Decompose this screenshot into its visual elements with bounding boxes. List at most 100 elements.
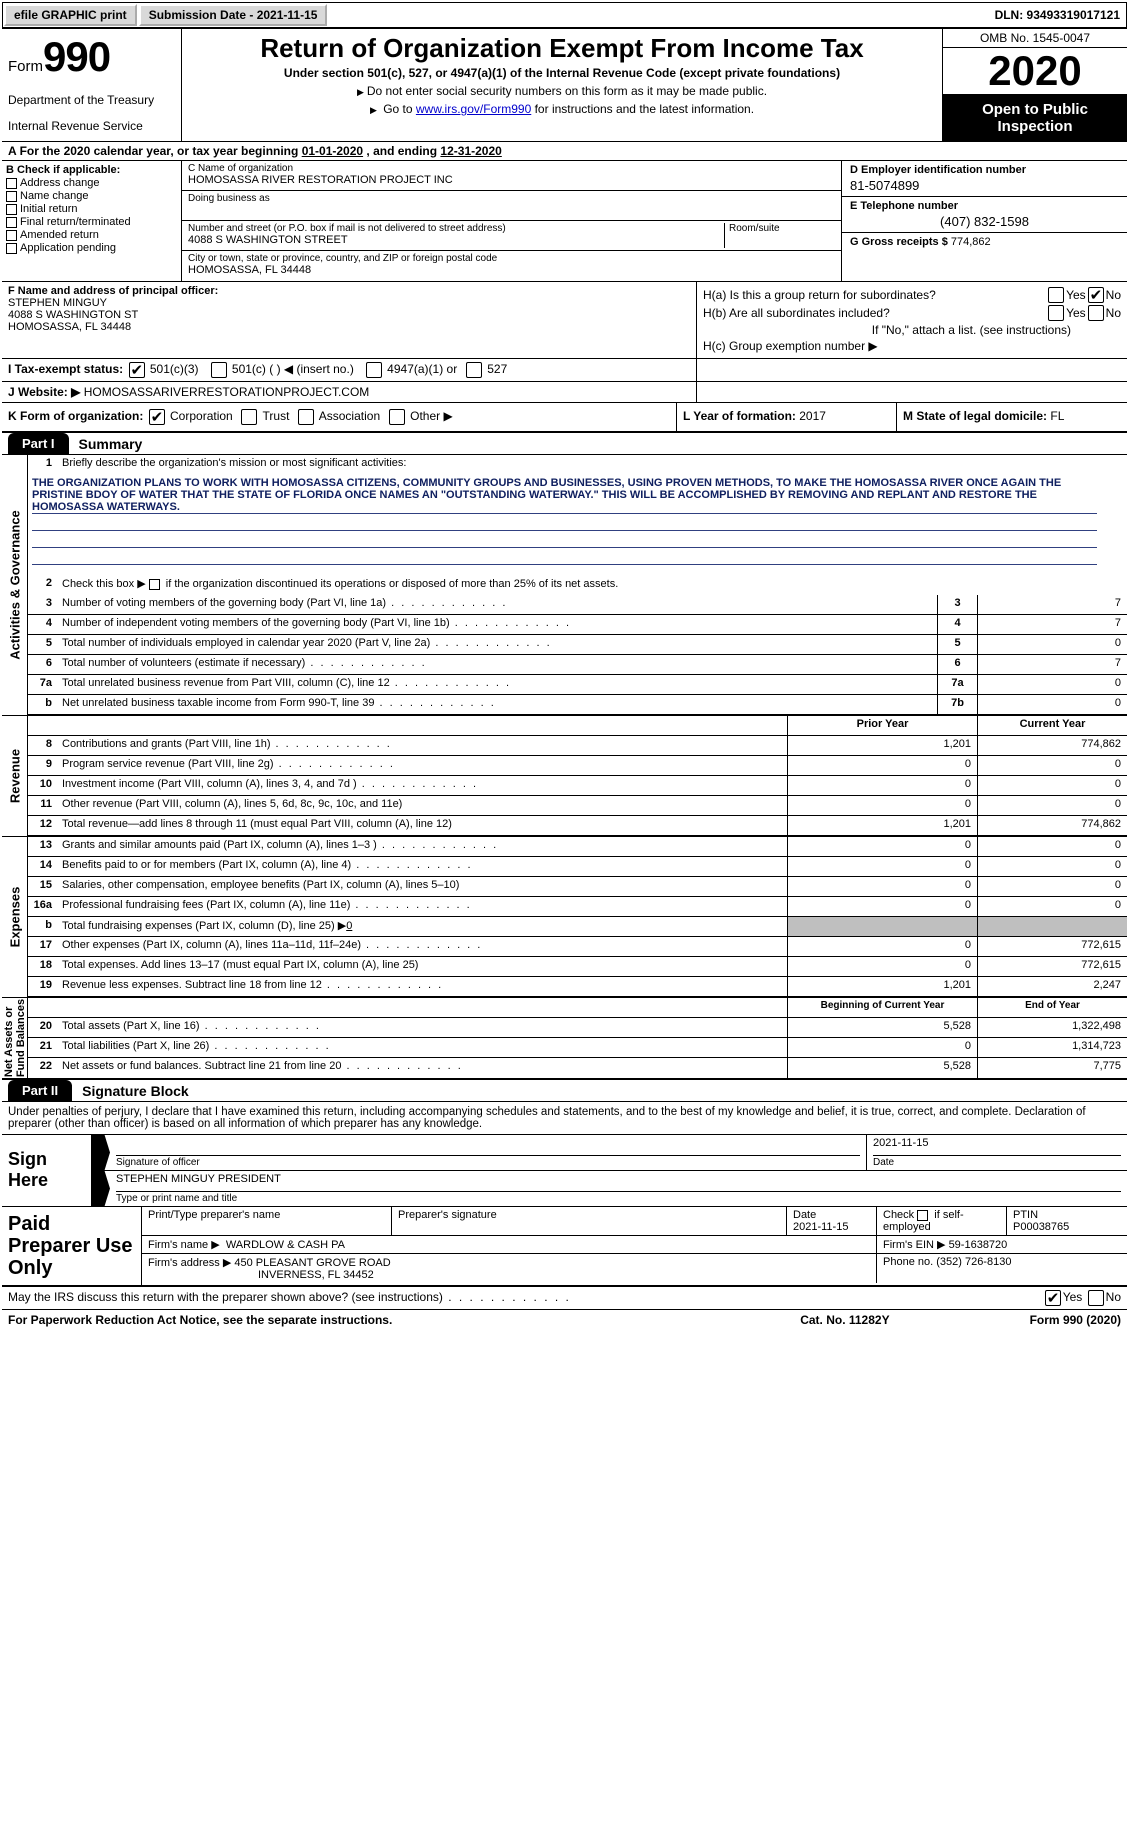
part-i-title: Summary — [69, 436, 143, 452]
line-15-prior: 0 — [787, 877, 977, 896]
chk-4947[interactable] — [366, 362, 382, 378]
discuss-yes[interactable] — [1045, 1290, 1061, 1306]
sign-here-block: Sign Here Signature of officer 2021-11-1… — [2, 1135, 1127, 1207]
efile-button[interactable]: efile GRAPHIC print — [4, 4, 137, 26]
g-label: G Gross receipts $ — [850, 236, 951, 248]
city-value: HOMOSASSA, FL 34448 — [188, 264, 835, 276]
line-21-end: 1,314,723 — [977, 1038, 1127, 1057]
omb-number: OMB No. 1545-0047 — [943, 29, 1127, 48]
firm-ein: 59-1638720 — [949, 1239, 1008, 1251]
vtab-net-assets: Net Assets orFund Balances — [2, 998, 28, 1078]
header-center: Return of Organization Exempt From Incom… — [182, 29, 942, 141]
line-8-label: Contributions and grants (Part VIII, lin… — [58, 736, 787, 755]
line-12-prior: 1,201 — [787, 816, 977, 835]
part-i-header: Part I Summary — [2, 433, 1127, 455]
ptin-value: P00038765 — [1013, 1221, 1121, 1233]
chk-initial-return[interactable] — [6, 204, 17, 215]
line-7a-label: Total unrelated business revenue from Pa… — [58, 675, 937, 694]
line-16b-current-shade — [977, 917, 1127, 936]
chk-527[interactable] — [466, 362, 482, 378]
line-a: A For the 2020 calendar year, or tax yea… — [2, 142, 1127, 161]
line-9-label: Program service revenue (Part VIII, line… — [58, 756, 787, 775]
line-13-label: Grants and similar amounts paid (Part IX… — [58, 837, 787, 856]
preparer-date-label: Date — [793, 1209, 870, 1221]
line-14-label: Benefits paid to or for members (Part IX… — [58, 857, 787, 876]
ein-value: 81-5074899 — [850, 178, 1119, 193]
line-8-current: 774,862 — [977, 736, 1127, 755]
chk-final-return[interactable] — [6, 217, 17, 228]
chk-trust[interactable] — [241, 409, 257, 425]
line-14-current: 0 — [977, 857, 1127, 876]
form-title: Return of Organization Exempt From Incom… — [190, 33, 934, 64]
chk-corporation[interactable] — [149, 409, 165, 425]
perjury-statement: Under penalties of perjury, I declare th… — [2, 1102, 1127, 1135]
part-i-tab: Part I — [8, 433, 69, 454]
line-22-end: 7,775 — [977, 1058, 1127, 1078]
chk-501c3[interactable] — [129, 362, 145, 378]
city-label: City or town, state or province, country… — [188, 253, 835, 264]
line-18-label: Total expenses. Add lines 13–17 (must eq… — [58, 957, 787, 976]
line-22-begin: 5,528 — [787, 1058, 977, 1078]
org-name: HOMOSASSA RIVER RESTORATION PROJECT INC — [188, 174, 835, 186]
ha-no[interactable] — [1088, 287, 1104, 303]
hb-no[interactable] — [1088, 305, 1104, 321]
line-16b-value: 0 — [346, 920, 352, 932]
chk-discontinued[interactable] — [149, 579, 160, 590]
submission-date-button[interactable]: Submission Date - 2021-11-15 — [139, 4, 328, 26]
discuss-no[interactable] — [1088, 1290, 1104, 1306]
year-begin: 01-01-2020 — [302, 144, 363, 158]
vtab-expenses: Expenses — [2, 837, 28, 997]
form-ref: Form 990 (2020) — [1030, 1313, 1121, 1327]
website-value: HOMOSASSARIVERRESTORATIONPROJECT.COM — [84, 385, 370, 399]
row-klm: K Form of organization: Corporation Trus… — [2, 403, 1127, 433]
line-19-prior: 1,201 — [787, 977, 977, 996]
irs-link[interactable]: www.irs.gov/Form990 — [416, 102, 531, 116]
dba-label: Doing business as — [188, 193, 835, 204]
sig-date-label: Date — [873, 1155, 1121, 1168]
line-2-label: Check this box ▶ if the organization dis… — [58, 575, 1127, 595]
chk-self-employed[interactable] — [917, 1210, 928, 1221]
m-label: M State of legal domicile: — [903, 409, 1050, 423]
line-20-begin: 5,528 — [787, 1018, 977, 1037]
chk-other[interactable] — [389, 409, 405, 425]
line-4-value: 7 — [977, 615, 1127, 634]
discuss-row: May the IRS discuss this return with the… — [2, 1287, 1127, 1310]
chk-amended-return[interactable] — [6, 230, 17, 241]
paid-preparer-block: Paid Preparer Use Only Print/Type prepar… — [2, 1207, 1127, 1287]
sig-arrow-icon-2 — [92, 1171, 110, 1206]
cat-no: Cat. No. 11282Y — [800, 1313, 889, 1327]
line-22-label: Net assets or fund balances. Subtract li… — [58, 1058, 787, 1078]
line-16a-label: Professional fundraising fees (Part IX, … — [58, 897, 787, 916]
irs: Internal Revenue Service — [8, 119, 175, 133]
e-label: E Telephone number — [850, 200, 958, 212]
hb-yes[interactable] — [1048, 305, 1064, 321]
form-990-page: efile GRAPHIC print Submission Date - 20… — [0, 0, 1129, 1332]
chk-association[interactable] — [298, 409, 314, 425]
line-20-label: Total assets (Part X, line 16) — [58, 1018, 787, 1037]
self-employed-label: Check if self-employed — [883, 1209, 964, 1233]
chk-application-pending[interactable] — [6, 243, 17, 254]
line-13-prior: 0 — [787, 837, 977, 856]
chk-address-change[interactable] — [6, 178, 17, 189]
line-11-current: 0 — [977, 796, 1127, 815]
mission-block: THE ORGANIZATION PLANS TO WORK WITH HOMO… — [28, 475, 1127, 567]
line-15-current: 0 — [977, 877, 1127, 896]
preparer-name-label: Print/Type preparer's name — [148, 1209, 385, 1221]
section-f: F Name and address of principal officer:… — [2, 282, 697, 358]
firm-addr2: INVERNESS, FL 34452 — [258, 1269, 374, 1281]
chk-501c[interactable] — [211, 362, 227, 378]
ha-yes[interactable] — [1048, 287, 1064, 303]
line-8-prior: 1,201 — [787, 736, 977, 755]
chk-name-change[interactable] — [6, 191, 17, 202]
officer-addr2: HOMOSASSA, FL 34448 — [8, 321, 690, 333]
firm-phone-label: Phone no. — [883, 1256, 936, 1268]
firm-addr1: 450 PLEASANT GROVE ROAD — [234, 1257, 390, 1269]
line-10-label: Investment income (Part VIII, column (A)… — [58, 776, 787, 795]
tax-year: 2020 — [943, 48, 1127, 95]
ha-label: H(a) Is this a group return for subordin… — [703, 288, 1046, 302]
firm-phone: (352) 726-8130 — [936, 1256, 1011, 1268]
hb-label: H(b) Are all subordinates included? — [703, 306, 1046, 320]
line-15-label: Salaries, other compensation, employee b… — [58, 877, 787, 896]
line-19-label: Revenue less expenses. Subtract line 18 … — [58, 977, 787, 996]
sig-officer-label: Signature of officer — [116, 1155, 860, 1168]
